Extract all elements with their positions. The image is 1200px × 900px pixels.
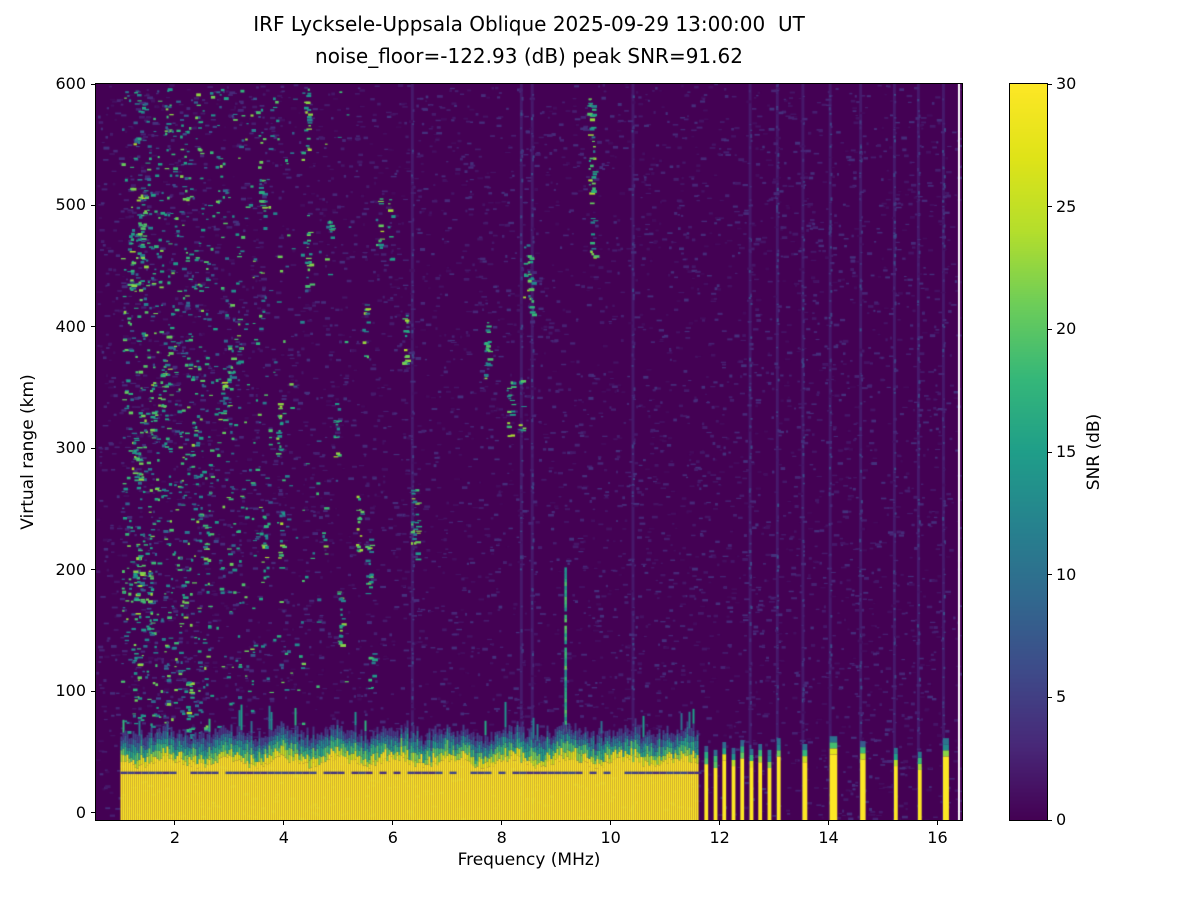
y-tick-mark [91, 812, 95, 814]
colorbar [1009, 83, 1048, 821]
colorbar-tick-mark [1048, 451, 1052, 453]
x-tick-label: 4 [278, 828, 289, 847]
y-tick-mark [91, 83, 95, 85]
y-tick-label: 300 [55, 438, 86, 458]
y-tick-label: 400 [55, 316, 86, 336]
colorbar-gradient [1010, 84, 1047, 820]
y-tick-mark [91, 569, 95, 571]
x-tick-mark [392, 821, 394, 825]
y-axis-label: Virtual range (km) [18, 374, 38, 530]
y-tick-mark [91, 204, 95, 206]
y-tick-mark [91, 447, 95, 449]
x-tick-label: 2 [169, 828, 181, 847]
colorbar-tick-label: 25 [1056, 196, 1077, 216]
colorbar-tick-label: 20 [1056, 319, 1077, 339]
x-tick-label: 6 [387, 828, 398, 847]
y-tick-mark [91, 690, 95, 692]
y-tick-label: 200 [55, 559, 86, 579]
y-tick-label: 0 [75, 802, 86, 822]
x-tick-mark [610, 821, 612, 825]
colorbar-tick-label: 15 [1056, 442, 1077, 461]
x-tick-label: 16 [927, 828, 948, 847]
colorbar-tick-label: 10 [1056, 564, 1077, 584]
x-tick-label: 12 [709, 828, 730, 847]
x-tick-label: 8 [496, 828, 507, 847]
y-tick-label: 600 [55, 74, 86, 93]
x-tick-label: 10 [600, 828, 621, 847]
colorbar-tick-mark [1048, 83, 1052, 85]
y-tick-label: 500 [55, 195, 86, 215]
chart-subtitle: noise_floor=-122.93 (dB) peak SNR=91.62 [315, 44, 743, 68]
heatmap-canvas [96, 84, 962, 820]
x-tick-mark [936, 821, 938, 825]
colorbar-tick-mark [1048, 819, 1052, 821]
colorbar-tick-mark [1048, 206, 1052, 208]
colorbar-tick-label: 5 [1056, 687, 1067, 707]
colorbar-tick-mark [1048, 696, 1052, 698]
y-tick-label: 100 [55, 681, 86, 701]
x-tick-label: 14 [818, 828, 839, 847]
x-tick-mark [828, 821, 830, 825]
colorbar-tick-mark [1048, 328, 1052, 330]
y-tick-mark [91, 326, 95, 328]
x-axis-label: Frequency (MHz) [457, 850, 601, 870]
x-tick-mark [719, 821, 721, 825]
colorbar-tick-label: 0 [1056, 810, 1067, 829]
plot-area [95, 83, 963, 821]
x-tick-mark [174, 821, 176, 825]
x-tick-mark [501, 821, 503, 825]
colorbar-tick-mark [1048, 574, 1052, 576]
colorbar-tick-label: 30 [1056, 74, 1077, 93]
x-tick-mark [283, 821, 285, 825]
chart-title: IRF Lycksele-Uppsala Oblique 2025-09-29 … [253, 12, 805, 36]
